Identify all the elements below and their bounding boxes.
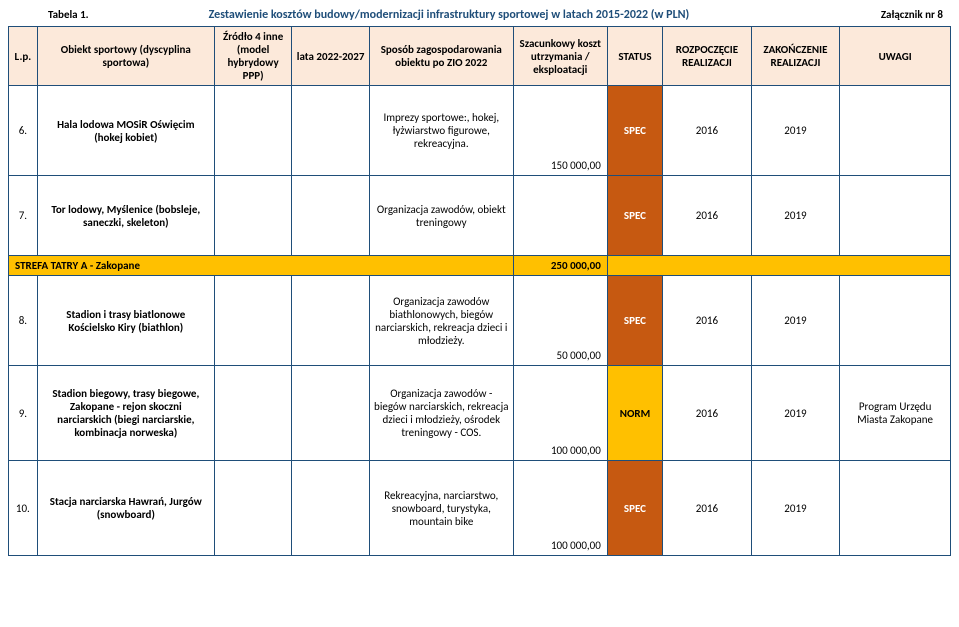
tabela-label: Tabela 1. bbox=[48, 8, 89, 21]
main-title: Zestawienie kosztów budowy/modernizacji … bbox=[209, 8, 881, 22]
obiekt-cell: Tor lodowy, Myślenice (bobsleje, saneczk… bbox=[37, 176, 214, 256]
zrodlo-cell bbox=[214, 461, 291, 556]
start-cell: 2016 bbox=[663, 176, 752, 256]
zrodlo-cell bbox=[214, 276, 291, 366]
end-cell: 2019 bbox=[751, 276, 840, 366]
hdr-start: ROZPOCZĘCIE REALIZACJI bbox=[663, 27, 752, 86]
start-cell: 2016 bbox=[663, 86, 752, 176]
zalacznik-label: Załącznik nr 8 bbox=[881, 8, 943, 21]
section-row: STREFA TATRY A - Zakopane 250 000,00 bbox=[9, 256, 951, 276]
koszt-cell: 100 000,00 bbox=[513, 366, 607, 461]
uwagi-cell bbox=[840, 86, 951, 176]
lp-cell: 6. bbox=[9, 86, 38, 176]
table-row: 8. Stadion i trasy biatlonowe Kościelsko… bbox=[9, 276, 951, 366]
hdr-lp: L.p. bbox=[9, 27, 38, 86]
sposob-cell: Imprezy sportowe:, hokej, łyżwiarstwo fi… bbox=[369, 86, 513, 176]
status-cell: SPEC bbox=[607, 461, 662, 556]
cost-table: L.p. Obiekt sportowy (dyscyplina sportow… bbox=[8, 26, 951, 556]
lata-cell bbox=[292, 176, 369, 256]
zrodlo-cell bbox=[214, 366, 291, 461]
hdr-end: ZAKOŃCZENIE REALIZACJI bbox=[751, 27, 840, 86]
section-cost: 250 000,00 bbox=[513, 256, 607, 276]
start-cell: 2016 bbox=[663, 461, 752, 556]
obiekt-cell: Hala lodowa MOSiR Oświęcim (hokej kobiet… bbox=[37, 86, 214, 176]
end-cell: 2019 bbox=[751, 176, 840, 256]
status-cell: SPEC bbox=[607, 176, 662, 256]
hdr-sposob: Sposób zagospodarowania obiektu po ZIO 2… bbox=[369, 27, 513, 86]
uwagi-cell bbox=[840, 176, 951, 256]
table-row: 7. Tor lodowy, Myślenice (bobsleje, sane… bbox=[9, 176, 951, 256]
table-row: 9. Stadion biegowy, trasy biegowe, Zakop… bbox=[9, 366, 951, 461]
sposob-cell: Organizacja zawodów, obiekt treningowy bbox=[369, 176, 513, 256]
hdr-lata: lata 2022-2027 bbox=[292, 27, 369, 86]
hdr-zrodlo: Źródło 4 inne (model hybrydowy PPP) bbox=[214, 27, 291, 86]
lata-cell bbox=[292, 276, 369, 366]
status-cell: NORM bbox=[607, 366, 662, 461]
section-name: STREFA TATRY A - Zakopane bbox=[9, 256, 514, 276]
koszt-cell: 150 000,00 bbox=[513, 86, 607, 176]
lp-cell: 8. bbox=[9, 276, 38, 366]
lata-cell bbox=[292, 366, 369, 461]
uwagi-cell bbox=[840, 461, 951, 556]
end-cell: 2019 bbox=[751, 86, 840, 176]
section-empty bbox=[607, 256, 950, 276]
hdr-uwagi: UWAGI bbox=[840, 27, 951, 86]
obiekt-cell: Stadion biegowy, trasy biegowe, Zakopane… bbox=[37, 366, 214, 461]
sposob-cell: Rekreacyjna, narciarstwo, snowboard, tur… bbox=[369, 461, 513, 556]
uwagi-cell: Program Urzędu Miasta Zakopane bbox=[840, 366, 951, 461]
lp-cell: 9. bbox=[9, 366, 38, 461]
start-cell: 2016 bbox=[663, 276, 752, 366]
lp-cell: 10. bbox=[9, 461, 38, 556]
koszt-cell: 50 000,00 bbox=[513, 276, 607, 366]
zrodlo-cell bbox=[214, 176, 291, 256]
status-cell: SPEC bbox=[607, 276, 662, 366]
obiekt-cell: Stacja narciarska Hawrań, Jurgów (snowbo… bbox=[37, 461, 214, 556]
end-cell: 2019 bbox=[751, 461, 840, 556]
zrodlo-cell bbox=[214, 86, 291, 176]
hdr-koszt: Szacunkowy koszt utrzymania / eksploatac… bbox=[513, 27, 607, 86]
end-cell: 2019 bbox=[751, 366, 840, 461]
obiekt-cell: Stadion i trasy biatlonowe Kościelsko Ki… bbox=[37, 276, 214, 366]
lata-cell bbox=[292, 461, 369, 556]
sposob-cell: Organizacja zawodów - biegów narciarskic… bbox=[369, 366, 513, 461]
lata-cell bbox=[292, 86, 369, 176]
lp-cell: 7. bbox=[9, 176, 38, 256]
start-cell: 2016 bbox=[663, 366, 752, 461]
status-cell: SPEC bbox=[607, 86, 662, 176]
table-row: 10. Stacja narciarska Hawrań, Jurgów (sn… bbox=[9, 461, 951, 556]
hdr-obiekt: Obiekt sportowy (dyscyplina sportowa) bbox=[37, 27, 214, 86]
koszt-cell bbox=[513, 176, 607, 256]
uwagi-cell bbox=[840, 276, 951, 366]
table-row: 6. Hala lodowa MOSiR Oświęcim (hokej kob… bbox=[9, 86, 951, 176]
sposob-cell: Organizacja zawodów biathlonowych, biegó… bbox=[369, 276, 513, 366]
koszt-cell: 100 000,00 bbox=[513, 461, 607, 556]
hdr-status: STATUS bbox=[607, 27, 662, 86]
